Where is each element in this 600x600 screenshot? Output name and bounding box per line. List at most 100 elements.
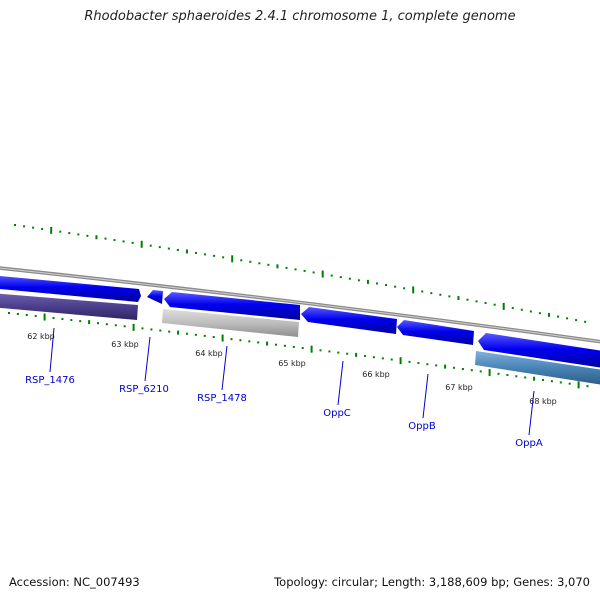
gene-callouts: RSP_1476 RSP_6210 RSP_1478 OppC OppB OppA	[25, 327, 543, 449]
scale-tick	[435, 364, 438, 367]
gene-label-oppa[interactable]: OppA	[515, 438, 543, 449]
scale-tick	[321, 270, 324, 278]
scale-tick	[292, 345, 295, 348]
scale-tick	[542, 378, 544, 381]
scale-tick	[566, 317, 569, 320]
scale-tick	[131, 241, 134, 244]
scale-tick	[283, 344, 286, 347]
scale-tick	[123, 325, 126, 328]
scale-tick	[141, 327, 144, 330]
kbp-label: 65 kbp	[278, 359, 306, 368]
scale-tick	[390, 358, 393, 361]
scale-tick	[346, 352, 349, 355]
scale-tick	[577, 381, 580, 389]
scale-tick	[303, 269, 306, 272]
scale-tick	[176, 249, 179, 252]
scale-tick	[167, 247, 170, 250]
scale-tick	[412, 286, 415, 294]
gene-oppc-arrow[interactable]	[301, 307, 397, 334]
scale-tick	[520, 308, 523, 311]
scale-tick	[488, 369, 491, 377]
scale-tick	[23, 225, 26, 228]
callout-line-oppa	[528, 390, 535, 436]
scale-tick	[466, 298, 469, 301]
scale-tick	[185, 249, 188, 254]
reverse-strand-genes[interactable]	[147, 290, 600, 386]
scale-tick	[267, 263, 270, 266]
scale-tick	[444, 364, 447, 369]
scale-tick	[249, 260, 252, 263]
scale-tick	[150, 328, 153, 331]
scale-tick	[203, 334, 206, 337]
scale-tick	[312, 271, 315, 274]
scale-tick	[231, 255, 234, 263]
scale-tick	[547, 312, 550, 317]
scale-tick	[132, 323, 135, 331]
scale-tick	[186, 332, 188, 335]
scale-tick	[97, 322, 99, 325]
scale-tick	[439, 293, 442, 296]
scale-tick	[68, 232, 71, 235]
callout-line-rsp-1478	[221, 345, 228, 391]
scale-tick	[430, 292, 433, 295]
scale-tick	[248, 340, 251, 343]
scale-tick	[204, 253, 207, 256]
map-title: Rhodobacter sphaeroides 2.4.1 chromosome…	[84, 9, 516, 24]
gene-label-oppc[interactable]: OppC	[323, 408, 351, 419]
gene-rsp-1476-arrow[interactable]	[0, 275, 141, 302]
gene-oppa-arrow[interactable]	[478, 333, 600, 369]
scale-tick	[257, 341, 260, 344]
scale-tick	[339, 276, 342, 279]
scale-tick	[479, 370, 482, 373]
scale-tick	[79, 320, 82, 323]
scale-tick	[497, 372, 500, 375]
scale-tick	[376, 282, 378, 285]
scale-tick	[470, 369, 473, 372]
scale-tick	[575, 319, 578, 322]
scale-tick	[538, 312, 541, 315]
scale-tick	[484, 302, 487, 305]
scale-tick	[294, 268, 297, 271]
gene-label-rsp-1478[interactable]: RSP_1478	[197, 393, 247, 404]
scale-tick	[275, 343, 277, 346]
genome-stats-text: Topology: circular; Length: 3,188,609 bp…	[274, 575, 590, 589]
outer-tick-track	[14, 224, 587, 323]
scale-tick	[586, 385, 589, 388]
gene-oppa-shadow	[475, 351, 600, 385]
scale-tick	[366, 279, 369, 284]
scale-tick	[212, 335, 215, 338]
scale-tick	[41, 228, 44, 231]
scale-tick	[105, 323, 108, 326]
scale-tick	[408, 360, 411, 363]
scale-tick	[70, 319, 73, 322]
scale-tick	[381, 357, 384, 360]
kbp-label: 64 kbp	[195, 349, 223, 358]
scale-tick	[529, 310, 532, 313]
scale-tick	[95, 235, 98, 240]
scale-tick	[276, 264, 279, 269]
callout-line-rsp-6210	[144, 336, 151, 382]
scale-tick	[584, 320, 587, 323]
scale-tick	[88, 320, 91, 325]
gene-label-rsp-6210[interactable]: RSP_6210	[119, 384, 169, 395]
gene-rsp-1476-shadow	[0, 293, 138, 320]
scale-tick	[421, 290, 424, 293]
scale-tick	[448, 295, 451, 298]
gene-label-rsp-1476[interactable]: RSP_1476	[25, 375, 75, 386]
callout-line-oppb	[422, 373, 429, 419]
scale-tick	[461, 367, 464, 370]
gene-rsp-6210-arrow[interactable]	[147, 290, 163, 304]
kbp-label: 62 kbp	[27, 332, 55, 341]
gene-oppb-arrow[interactable]	[397, 320, 474, 345]
scale-tick	[222, 256, 225, 259]
scale-tick	[355, 352, 358, 357]
backbone-highlight	[0, 267, 600, 343]
scale-tick	[550, 380, 553, 383]
scale-tick	[104, 237, 107, 240]
scale-tick	[230, 338, 233, 341]
gene-label-oppb[interactable]: OppB	[408, 421, 436, 432]
inner-tick-track	[8, 312, 589, 389]
kbp-label: 68 kbp	[529, 397, 557, 406]
gene-rsp-1478-arrow[interactable]	[164, 292, 300, 320]
kbp-scale-labels: 62 kbp 63 kbp 64 kbp 65 kbp 66 kbp 67 kbp 68 k…	[27, 332, 557, 406]
